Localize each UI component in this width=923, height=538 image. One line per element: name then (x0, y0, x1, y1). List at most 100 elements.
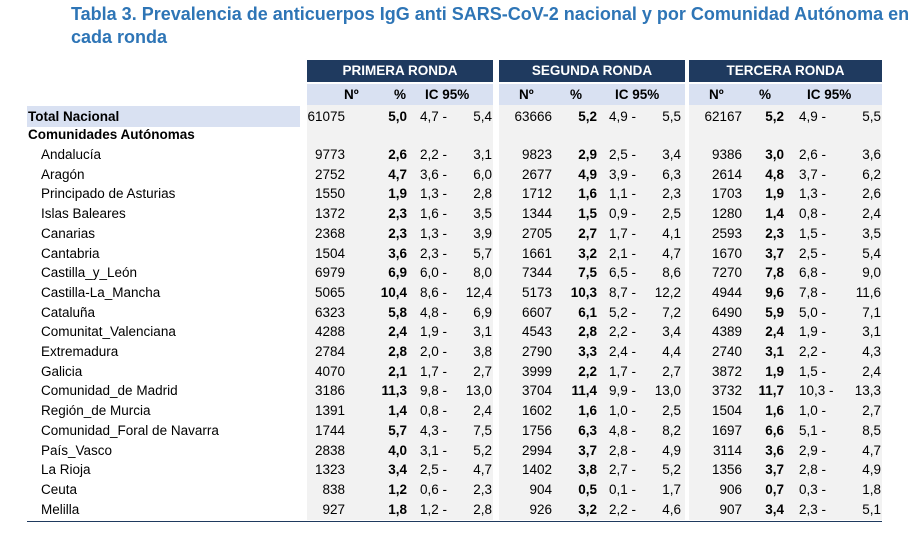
table-row-18-n-r1: 838 (322, 482, 345, 497)
table-row-15-ic-high-r2: 8,2 (662, 423, 681, 438)
table-row-4-label: Islas Baleares (41, 206, 126, 221)
subheader-round-1: Nº % IC 95% (307, 84, 493, 105)
total-row-ic-low-r1: 4,7 - (420, 109, 448, 124)
table-row-3-n-r3: 1703 (711, 186, 742, 201)
table-row-3-ic-low-r3: 1,3 - (799, 186, 827, 201)
table-row-1-n-r3: 9386 (711, 147, 742, 162)
table-row-17-pct-r2: 3,8 (578, 462, 597, 477)
table-row-15-label: Comunidad_Foral de Navarra (41, 423, 219, 438)
table-row-13-ic-high-r3: 13,3 (854, 383, 881, 398)
table-row-13-n-r2: 3704 (521, 383, 552, 398)
table-row-9-n-r2: 6607 (521, 305, 552, 320)
table-row-8-ic-high-r2: 12,2 (654, 285, 681, 300)
table-row-5-n-r2: 2705 (521, 226, 552, 241)
table-row-9-pct-r1: 5,8 (388, 305, 407, 320)
table-row-14-pct-r3: 1,6 (765, 403, 784, 418)
table-row-16-n-r2: 2994 (521, 443, 552, 458)
subheader-pct: % (759, 87, 772, 102)
table-row-2-ic-low-r3: 3,7 - (799, 167, 827, 182)
table-row-6-pct-r2: 3,2 (578, 246, 597, 261)
table-row-2-n-r1: 2752 (314, 167, 345, 182)
table-row-5-n-r1: 2368 (314, 226, 345, 241)
table-row-15-ic-low-r2: 4,8 - (609, 423, 637, 438)
table-row-15-ic-high-r3: 8,5 (862, 423, 881, 438)
table-row-17-ic-low-r3: 2,8 - (799, 462, 827, 477)
table-row-10-ic-high-r3: 3,1 (862, 324, 881, 339)
table-row-6-ic-high-r1: 5,7 (473, 246, 492, 261)
round-header-3: TERCERA RONDA (689, 60, 882, 82)
table-row-10-n-r3: 4389 (711, 324, 742, 339)
table-row-12-ic-high-r3: 2,4 (862, 364, 881, 379)
table-row-2-pct-r1: 4,7 (388, 167, 407, 182)
table-row-10-n-r1: 4288 (314, 324, 345, 339)
table-row-10-pct-r1: 2,4 (388, 324, 407, 339)
total-row-n-r1: 61075 (307, 109, 345, 124)
table-row-11-ic-high-r3: 4,3 (862, 344, 881, 359)
table-row-16-ic-low-r1: 3,1 - (420, 443, 448, 458)
table-row-9-ic-high-r3: 7,1 (862, 305, 881, 320)
table-row-14-ic-high-r1: 2,4 (473, 403, 492, 418)
table-row-12-n-r2: 3999 (521, 364, 552, 379)
table-row-7-ic-high-r1: 8,0 (473, 265, 492, 280)
table-row-15-pct-r2: 6,3 (578, 423, 597, 438)
table-row-11-ic-high-r1: 3,8 (473, 344, 492, 359)
table-row-4-ic-low-r2: 0,9 - (609, 206, 637, 221)
table-row-12-n-r1: 4070 (314, 364, 345, 379)
table-row-8-pct-r3: 9,6 (765, 285, 784, 300)
table-row-3-pct-r3: 1,9 (765, 186, 784, 201)
table-row-19-ic-high-r1: 2,8 (473, 502, 492, 517)
table-row-19-n-r2: 926 (529, 502, 552, 517)
table-row-1-ic-high-r2: 3,4 (662, 147, 681, 162)
table-row-5-label: Canarias (41, 226, 96, 241)
table-row-4-pct-r3: 1,4 (765, 206, 784, 221)
table-row-6-ic-low-r1: 2,3 - (420, 246, 448, 261)
table-row-9-label: Cataluña (41, 305, 96, 320)
table-row-7-n-r2: 7344 (521, 265, 552, 280)
table-row-14-n-r1: 1391 (314, 403, 345, 418)
table-row-9-n-r3: 6490 (711, 305, 742, 320)
total-row-ic-high-r2: 5,5 (662, 109, 681, 124)
table-row-15-n-r1: 1744 (314, 423, 345, 438)
table-row-13-n-r3: 3732 (711, 383, 742, 398)
table-row-7-n-r1: 6979 (314, 265, 345, 280)
table-row-19-pct-r2: 3,2 (578, 502, 597, 517)
table-row-13-ic-high-r1: 13,0 (465, 383, 492, 398)
table-row-16-ic-low-r3: 2,9 - (799, 443, 827, 458)
table-row-19-ic-low-r2: 2,2 - (609, 502, 637, 517)
table-row-5-ic-high-r1: 3,9 (473, 226, 492, 241)
subheader-n: Nº (709, 87, 724, 102)
subheader-ic: IC 95% (615, 87, 660, 102)
table-row-17-ic-high-r1: 4,7 (473, 462, 492, 477)
total-row-ic-high-r1: 5,4 (473, 109, 492, 124)
table-row-9-ic-high-r2: 7,2 (662, 305, 681, 320)
table-row-14-ic-high-r2: 2,5 (662, 403, 681, 418)
table-row-16-n-r1: 2838 (314, 443, 345, 458)
table-row-4-pct-r1: 2,3 (388, 206, 407, 221)
table-row-10-ic-low-r3: 1,9 - (799, 324, 827, 339)
table-row-12-pct-r1: 2,1 (388, 364, 407, 379)
table-row-8-ic-low-r3: 7,8 - (799, 285, 827, 300)
table-row-3-label: Principado de Asturias (41, 186, 176, 201)
table-row-5-pct-r1: 2,3 (388, 226, 407, 241)
subheader-round-2: Nº % IC 95% (499, 84, 685, 105)
column-bg-round-3 (689, 84, 882, 520)
table-row-12-ic-low-r3: 1,5 - (799, 364, 827, 379)
table-row-7-n-r3: 7270 (711, 265, 742, 280)
table-row-15-n-r3: 1697 (711, 423, 742, 438)
table-row-1-ic-low-r2: 2,5 - (609, 147, 637, 162)
table-row-19-n-r1: 927 (322, 502, 345, 517)
table-row-3-n-r2: 1712 (521, 186, 552, 201)
table-row-4-pct-r2: 1,5 (578, 206, 597, 221)
total-row-pct-r2: 5,2 (578, 109, 597, 124)
table-row-7-ic-high-r2: 8,6 (662, 265, 681, 280)
table-row-1-pct-r1: 2,6 (388, 147, 407, 162)
table-row-3-ic-high-r3: 2,6 (862, 186, 881, 201)
table-row-11-ic-low-r2: 2,4 - (609, 344, 637, 359)
table-row-16-label: País_Vasco (41, 443, 113, 458)
subheader-pct: % (570, 87, 583, 102)
table-row-11-pct-r3: 3,1 (765, 344, 784, 359)
table-row-16-ic-low-r2: 2,8 - (609, 443, 637, 458)
table-row-14-n-r2: 1602 (521, 403, 552, 418)
table-row-7-pct-r1: 6,9 (388, 265, 407, 280)
table-row-3-pct-r1: 1,9 (388, 186, 407, 201)
